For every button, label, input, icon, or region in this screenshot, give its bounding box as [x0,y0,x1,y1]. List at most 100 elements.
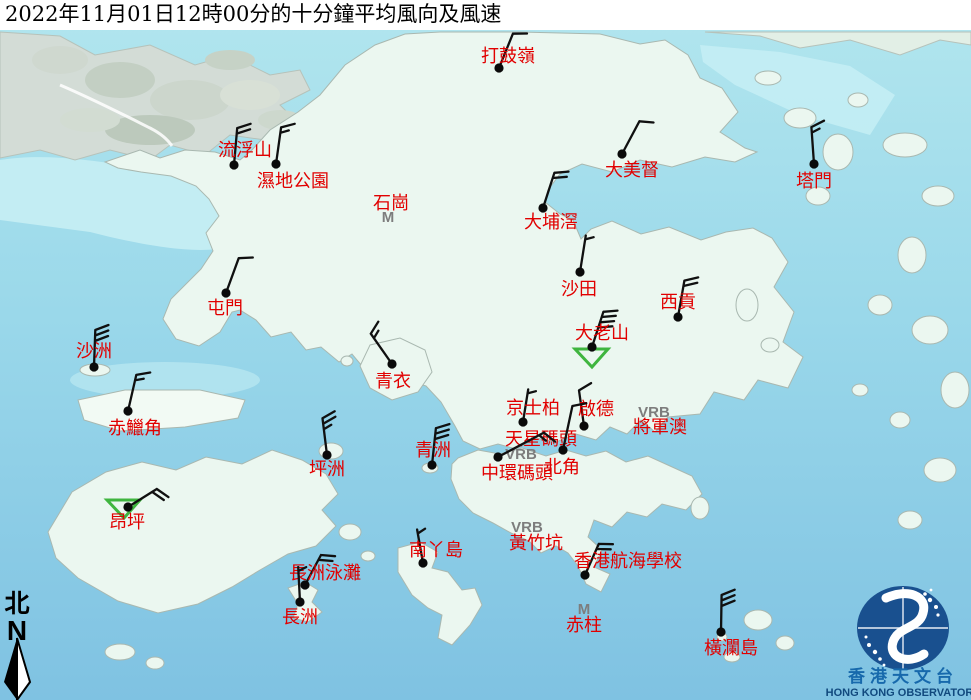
wind-barb [497,32,529,70]
station-dot [300,580,310,590]
station-dot [538,203,548,213]
station-label-kings-park: 京士柏 [506,398,560,419]
station-tuen-mun: 屯門 [207,256,254,319]
station-dot [418,558,428,568]
station-label-central-pier: 中環碼頭 [481,463,553,484]
station-label-tuen-mun: 屯門 [207,298,243,319]
station-label-lamma-island: 南丫島 [409,540,463,561]
wind-barb [577,381,593,428]
station-dot [558,445,568,455]
wind-barb [620,120,655,156]
station-label-peng-chau: 坪洲 [309,459,345,480]
station-label-tap-mun: 塔門 [796,171,832,192]
station-dot [271,159,281,169]
wind-barb [232,122,252,167]
compass-arrow-left [4,638,17,700]
wind-barb [521,388,538,424]
wind-barb [415,527,427,565]
station-dot [221,288,231,298]
wind-barb [541,170,570,210]
hko-logo: 香港天文台 HONG KONG OBSERVATORY [826,586,971,699]
station-sha-chau: 沙洲 [76,323,112,372]
station-kings-park: 京士柏 [506,388,560,427]
starling-inlet-shallows [700,45,895,135]
station-dot [322,450,332,460]
variable-wind-marker: VRB [511,519,543,536]
compass-arrow-right [16,637,32,700]
wind-barb [126,371,152,413]
station-label-wetland-park: 濕地公園 [257,171,329,192]
station-label-sha-tin: 沙田 [561,279,597,300]
station-dot [580,570,590,580]
wind-barb [321,410,337,457]
station-dot [617,149,627,159]
wind-barb [578,234,595,274]
station-dot [229,160,239,170]
shenzhen-river [59,83,174,147]
station-label-ngong-ping: 昂坪 [109,512,145,533]
station-cheung-chau: 長洲 [282,565,318,628]
compass-chinese-north: 北 [4,589,29,618]
station-sai-kung: 西貢 [660,276,700,322]
station-dot [673,312,683,322]
station-dot [387,359,397,369]
wind-barb [583,542,615,577]
wind-barb [430,422,451,467]
hko-logo-swirl [881,589,929,664]
station-label-ta-kwu-ling: 打鼓嶺 [481,46,535,67]
station-tap-mun: 塔門 [796,119,832,192]
station-stanley: M赤柱 [566,601,602,636]
station-dot [123,406,133,416]
station-chek-lap-kok: 赤鱲角 [108,371,162,439]
shenzhen-area [0,31,311,161]
wind-barb [224,256,254,295]
wind-barb [369,320,394,366]
wind-barb [676,276,700,319]
station-green-island: 青洲 [415,422,451,470]
station-wetland-park: 濕地公園 [257,122,329,192]
station-label-cheung-chau: 長洲 [282,607,318,628]
station-label-green-island: 青洲 [415,440,451,461]
stations-layer: 打鼓嶺流浮山濕地公園M石崗大美督塔門大埔滘沙田西貢大老山屯門沙洲赤鱲角青衣青洲坪… [76,32,832,659]
airport-shallows [70,362,260,398]
station-tsing-yi: 青衣 [369,320,411,392]
station-dot [89,362,99,372]
station-label-sai-kung: 西貢 [660,292,696,313]
station-label-stanley: 赤柱 [566,615,602,636]
station-label-kai-tak: 啟德 [578,399,614,420]
wind-barb [274,122,296,166]
wind-barb [810,119,826,166]
station-sha-tin: 沙田 [561,234,597,300]
station-label-north-point: 北角 [544,457,580,478]
station-north-point: 北角 [544,402,588,478]
station-lau-fau-shan: 流浮山 [218,122,272,170]
station-dot [518,417,528,427]
station-ta-kwu-ling: 打鼓嶺 [481,32,535,73]
station-dot [494,63,504,73]
outlying-islands [79,70,970,670]
station-kai-tak: 啟德 [577,381,614,431]
tsing-yi-island [359,337,433,401]
station-dot [809,159,819,169]
station-tates-cairn: 大老山 [571,309,629,370]
station-dot [579,421,589,431]
station-cheung-chau-beach: 長洲泳灘 [289,553,361,590]
station-label-waglan-island: 橫瀾島 [704,638,758,659]
wind-barb [590,309,619,349]
station-lamma-island: 南丫島 [409,527,463,568]
station-label-chek-lap-kok: 赤鱲角 [108,418,162,439]
station-dot [587,342,597,352]
station-label-cheung-chau-beach: 長洲泳灘 [289,563,361,584]
station-label-tsing-yi: 青衣 [375,371,411,392]
hko-logo-name-zh: 香港天文台 [848,666,958,687]
station-peng-chau: 坪洲 [309,410,345,480]
station-label-tai-po-kau: 大埔滘 [524,212,578,233]
map-title: 2022年11月01日12時00分的十分鐘平均風向及風速 [0,0,971,30]
station-central-pier: 中環碼頭 [481,431,557,484]
station-dot [295,597,305,607]
hko-logo-name-en: HONG KONG OBSERVATORY [826,687,971,699]
